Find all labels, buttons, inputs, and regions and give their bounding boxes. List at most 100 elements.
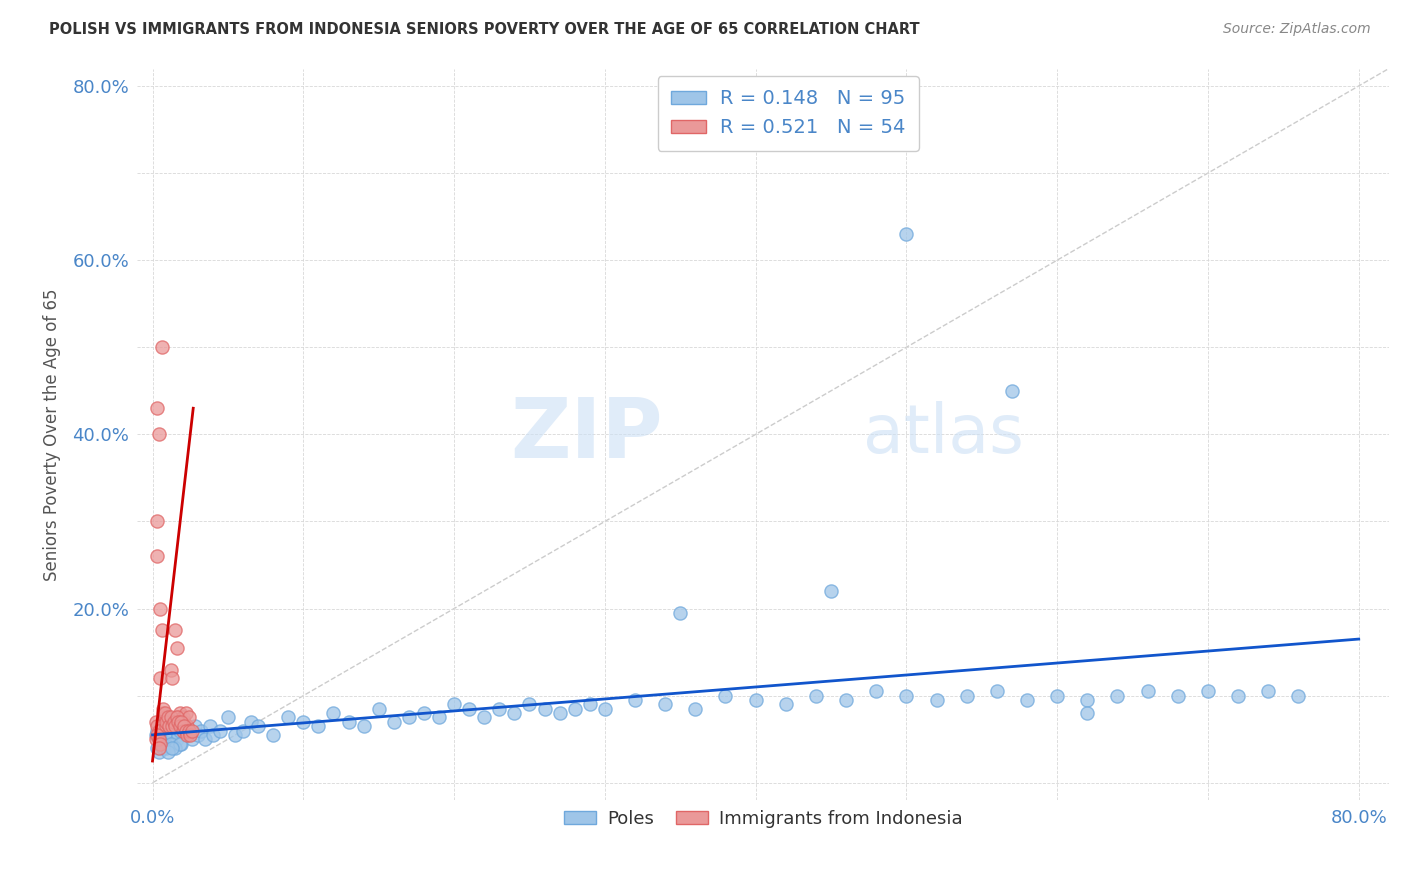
Point bbox=[145, 732, 167, 747]
Point bbox=[1136, 684, 1159, 698]
Point bbox=[896, 227, 918, 241]
Point bbox=[194, 732, 217, 747]
Point bbox=[149, 737, 172, 751]
Point bbox=[146, 719, 169, 733]
Point bbox=[458, 702, 481, 716]
Point bbox=[367, 702, 389, 716]
Point bbox=[156, 714, 179, 729]
Point bbox=[148, 427, 170, 442]
Point bbox=[174, 706, 197, 720]
Point bbox=[209, 723, 232, 738]
Point bbox=[564, 702, 586, 716]
Point bbox=[172, 714, 194, 729]
Point bbox=[146, 723, 169, 738]
Point bbox=[145, 714, 167, 729]
Point bbox=[177, 710, 200, 724]
Point bbox=[262, 728, 284, 742]
Point bbox=[1197, 684, 1219, 698]
Point bbox=[157, 719, 180, 733]
Point bbox=[172, 723, 194, 738]
Point bbox=[177, 723, 200, 738]
Point bbox=[488, 702, 510, 716]
Point bbox=[714, 689, 737, 703]
Point bbox=[820, 584, 842, 599]
Point bbox=[160, 719, 183, 733]
Point bbox=[157, 732, 180, 747]
Point bbox=[1001, 384, 1024, 398]
Point bbox=[169, 723, 191, 738]
Point bbox=[669, 606, 692, 620]
Point bbox=[153, 710, 176, 724]
Point bbox=[165, 719, 187, 733]
Point bbox=[176, 728, 198, 742]
Point bbox=[247, 719, 270, 733]
Point bbox=[169, 706, 191, 720]
Point bbox=[146, 741, 169, 756]
Point bbox=[146, 515, 169, 529]
Point bbox=[382, 714, 405, 729]
Point bbox=[172, 710, 194, 724]
Point bbox=[156, 710, 179, 724]
Point bbox=[277, 710, 299, 724]
Point bbox=[150, 624, 173, 638]
Point bbox=[159, 737, 181, 751]
Point bbox=[153, 723, 176, 738]
Point bbox=[162, 714, 184, 729]
Point bbox=[156, 728, 179, 742]
Point bbox=[166, 732, 188, 747]
Point bbox=[167, 710, 190, 724]
Point bbox=[1076, 693, 1098, 707]
Point bbox=[472, 710, 495, 724]
Point bbox=[156, 745, 179, 759]
Point bbox=[155, 714, 177, 729]
Point bbox=[152, 732, 174, 747]
Point bbox=[155, 737, 177, 751]
Point bbox=[835, 693, 858, 707]
Point bbox=[865, 684, 887, 698]
Point bbox=[1227, 689, 1250, 703]
Point bbox=[169, 719, 191, 733]
Point bbox=[169, 737, 191, 751]
Point bbox=[155, 719, 177, 733]
Point bbox=[593, 702, 616, 716]
Point bbox=[184, 719, 207, 733]
Point bbox=[804, 689, 827, 703]
Point bbox=[152, 741, 174, 756]
Point bbox=[413, 706, 436, 720]
Point bbox=[150, 340, 173, 354]
Point bbox=[180, 723, 202, 738]
Y-axis label: Seniors Poverty Over the Age of 65: Seniors Poverty Over the Age of 65 bbox=[44, 288, 60, 581]
Point bbox=[165, 719, 187, 733]
Point bbox=[427, 710, 450, 724]
Point bbox=[986, 684, 1008, 698]
Point bbox=[174, 723, 197, 738]
Point bbox=[148, 723, 170, 738]
Point bbox=[166, 710, 188, 724]
Point bbox=[187, 728, 209, 742]
Point bbox=[1107, 689, 1129, 703]
Point bbox=[176, 719, 198, 733]
Point bbox=[145, 728, 167, 742]
Point bbox=[177, 723, 200, 738]
Legend: Poles, Immigrants from Indonesia: Poles, Immigrants from Indonesia bbox=[557, 803, 970, 835]
Point bbox=[292, 714, 315, 729]
Point bbox=[165, 741, 187, 756]
Point bbox=[160, 741, 183, 756]
Point bbox=[146, 549, 169, 564]
Point bbox=[224, 728, 246, 742]
Point bbox=[198, 719, 221, 733]
Point bbox=[232, 723, 254, 738]
Point bbox=[925, 693, 948, 707]
Point bbox=[353, 719, 375, 733]
Point bbox=[146, 728, 169, 742]
Point bbox=[624, 693, 647, 707]
Point bbox=[654, 698, 676, 712]
Point bbox=[160, 671, 183, 685]
Point bbox=[159, 723, 181, 738]
Point bbox=[217, 710, 239, 724]
Point bbox=[166, 640, 188, 655]
Point bbox=[152, 706, 174, 720]
Point bbox=[148, 745, 170, 759]
Point bbox=[149, 737, 172, 751]
Point bbox=[155, 741, 177, 756]
